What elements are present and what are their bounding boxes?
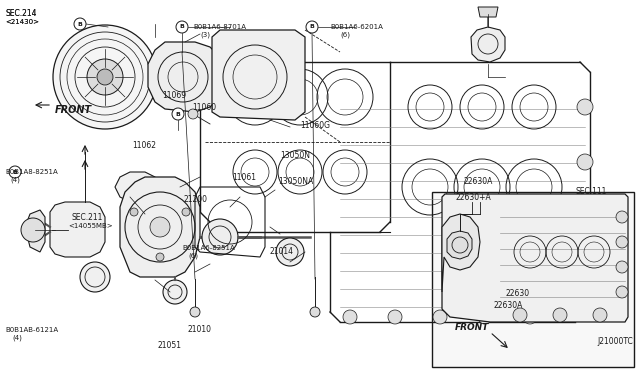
Circle shape xyxy=(130,208,138,216)
Circle shape xyxy=(87,59,123,95)
Text: <21430>: <21430> xyxy=(5,19,39,25)
Circle shape xyxy=(577,264,593,280)
Text: 21014: 21014 xyxy=(270,247,294,257)
Text: 11060: 11060 xyxy=(192,103,216,112)
Circle shape xyxy=(616,261,628,273)
Circle shape xyxy=(163,280,187,304)
Circle shape xyxy=(53,25,157,129)
Polygon shape xyxy=(120,177,200,277)
Text: 13050N: 13050N xyxy=(280,151,310,160)
Circle shape xyxy=(616,236,628,248)
Text: SEC.211: SEC.211 xyxy=(72,214,104,222)
Text: 11061: 11061 xyxy=(232,173,256,183)
Circle shape xyxy=(21,218,45,242)
Text: SEC.111: SEC.111 xyxy=(575,187,606,196)
Circle shape xyxy=(577,154,593,170)
Text: B0B1A8-8251A: B0B1A8-8251A xyxy=(5,169,58,175)
Text: (6): (6) xyxy=(340,32,350,38)
Text: <14055MB>: <14055MB> xyxy=(68,223,113,229)
Circle shape xyxy=(172,108,184,120)
Circle shape xyxy=(150,217,170,237)
Circle shape xyxy=(182,208,190,216)
Polygon shape xyxy=(25,210,45,252)
Circle shape xyxy=(202,219,238,255)
Polygon shape xyxy=(471,27,505,62)
Text: <21430>: <21430> xyxy=(5,19,39,25)
Text: 21051: 21051 xyxy=(158,340,182,350)
Text: J21000TC: J21000TC xyxy=(597,337,633,346)
Text: B0B1AB-6121A: B0B1AB-6121A xyxy=(5,327,58,333)
Text: B: B xyxy=(180,25,184,29)
Circle shape xyxy=(553,308,567,322)
Text: (3): (3) xyxy=(200,32,210,38)
Text: B0B1A6-8251A: B0B1A6-8251A xyxy=(182,245,235,251)
Circle shape xyxy=(176,21,188,33)
Circle shape xyxy=(433,310,447,324)
Text: 21010: 21010 xyxy=(188,326,212,334)
Text: B: B xyxy=(310,25,314,29)
Text: 13050NA: 13050NA xyxy=(278,177,313,186)
Text: (6): (6) xyxy=(188,253,198,259)
Text: B0B1A6-8701A: B0B1A6-8701A xyxy=(193,24,246,30)
Text: 11062: 11062 xyxy=(132,141,156,150)
Text: SEC.214: SEC.214 xyxy=(5,10,36,19)
Polygon shape xyxy=(50,202,105,257)
Circle shape xyxy=(156,253,164,261)
Circle shape xyxy=(276,238,304,266)
Text: (4): (4) xyxy=(10,177,20,183)
Circle shape xyxy=(593,308,607,322)
Text: 22630: 22630 xyxy=(506,289,530,298)
Polygon shape xyxy=(447,231,472,259)
Circle shape xyxy=(80,262,110,292)
Circle shape xyxy=(577,209,593,225)
Circle shape xyxy=(9,166,21,178)
Text: (4): (4) xyxy=(12,335,22,341)
Polygon shape xyxy=(212,30,305,120)
Text: B: B xyxy=(77,22,83,26)
Text: 11069: 11069 xyxy=(162,90,186,99)
Text: FRONT: FRONT xyxy=(55,105,92,115)
Circle shape xyxy=(97,69,113,85)
Circle shape xyxy=(616,211,628,223)
Bar xyxy=(432,192,634,367)
Text: B: B xyxy=(175,112,180,116)
Text: 21200: 21200 xyxy=(183,196,207,205)
Text: FRONT: FRONT xyxy=(455,323,489,331)
Text: 11060G: 11060G xyxy=(300,121,330,129)
Text: B0B1A6-6201A: B0B1A6-6201A xyxy=(330,24,383,30)
Circle shape xyxy=(577,99,593,115)
Circle shape xyxy=(616,286,628,298)
Circle shape xyxy=(478,310,492,324)
Circle shape xyxy=(310,307,320,317)
Circle shape xyxy=(306,21,318,33)
Polygon shape xyxy=(148,42,225,112)
Text: 22630+A: 22630+A xyxy=(455,193,491,202)
Polygon shape xyxy=(115,172,160,202)
Text: 22630A: 22630A xyxy=(494,301,524,310)
Circle shape xyxy=(513,308,527,322)
Circle shape xyxy=(523,310,537,324)
Polygon shape xyxy=(442,194,628,322)
Text: 22630A: 22630A xyxy=(464,177,493,186)
Circle shape xyxy=(74,18,86,30)
Circle shape xyxy=(190,307,200,317)
Text: SEC.214: SEC.214 xyxy=(5,10,36,19)
Text: B: B xyxy=(13,170,17,174)
Circle shape xyxy=(388,310,402,324)
Polygon shape xyxy=(442,214,480,292)
Circle shape xyxy=(188,109,198,119)
Polygon shape xyxy=(478,7,498,17)
Circle shape xyxy=(343,310,357,324)
